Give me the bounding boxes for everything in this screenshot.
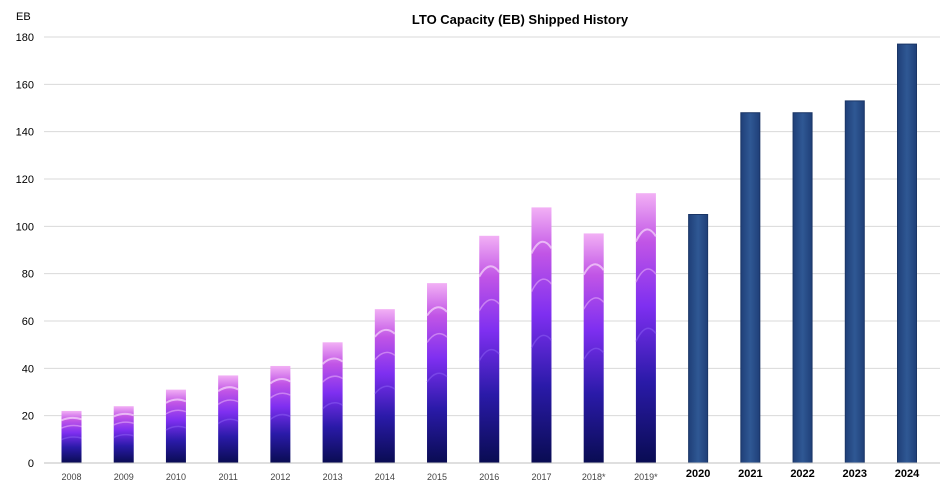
bar-highlight	[530, 334, 553, 349]
x-axis-ticks: 2008 2009 2010 2011 2012 2013 2014 2015 2016 2017…	[61, 468, 920, 482]
y-tick-label: 140	[16, 127, 34, 139]
bar-fill	[688, 214, 709, 464]
x-tick-label: 2021	[738, 468, 762, 480]
bar-fill	[897, 43, 917, 464]
bar-highlight	[321, 357, 344, 365]
bar-highlight	[113, 433, 134, 439]
x-tick-label: 2024	[895, 468, 920, 480]
x-tick-label: 2020	[686, 468, 710, 480]
y-tick-label: 180	[16, 32, 34, 44]
y-tick-label: 120	[16, 174, 34, 186]
x-tick-label: 2009	[114, 472, 134, 482]
bar	[217, 375, 239, 463]
bar-highlight	[269, 378, 291, 385]
bar-highlight	[217, 399, 239, 405]
y-axis-ticks: 0 20 40 60 80 100 120 140 160 180	[16, 32, 34, 470]
bar-highlight	[582, 263, 605, 276]
bar-fill	[792, 112, 813, 464]
bar	[792, 112, 813, 464]
y-tick-label: 160	[16, 79, 34, 91]
y-tick-label: 0	[28, 458, 34, 470]
x-tick-label: 2017	[531, 472, 551, 482]
chart-title: LTO Capacity (EB) Shipped History	[412, 12, 629, 27]
bar	[269, 365, 291, 463]
bar-highlight	[374, 328, 396, 338]
bar-highlight	[61, 436, 82, 441]
bar-highlight	[113, 421, 134, 426]
bar	[374, 309, 396, 463]
bar-highlight	[426, 306, 448, 317]
y-tick-label: 100	[16, 221, 34, 233]
bar-highlight	[322, 375, 343, 383]
bar-highlight	[426, 332, 448, 343]
bar-highlight	[374, 351, 396, 361]
bar-highlight	[322, 401, 343, 410]
y-tick-label: 40	[22, 363, 34, 375]
bar-highlight	[426, 372, 448, 383]
bar-highlight	[635, 327, 657, 342]
bar	[426, 283, 448, 463]
bar	[897, 43, 917, 464]
bar-highlight	[530, 240, 553, 254]
bar	[844, 100, 865, 464]
x-tick-label: 2022	[790, 468, 814, 480]
y-tick-label: 20	[22, 411, 34, 423]
x-tick-label: 2010	[166, 472, 186, 482]
bar-highlight	[269, 413, 291, 420]
bar-highlight	[478, 265, 501, 278]
bar-highlight	[165, 398, 187, 404]
bar-highlight	[478, 298, 500, 312]
bar-fill	[844, 100, 865, 464]
bar-highlight	[165, 409, 187, 415]
bars	[61, 43, 917, 464]
bar	[688, 214, 709, 464]
bar-highlight	[217, 418, 239, 425]
grid-layer	[44, 36, 940, 417]
x-tick-label: 2018*	[582, 472, 606, 482]
bar-highlight	[61, 424, 82, 429]
y-unit-label: EB	[16, 11, 31, 23]
bar-highlight	[634, 228, 657, 243]
bar-highlight	[583, 297, 605, 310]
bar-highlight	[374, 385, 396, 395]
x-tick-label: 2014	[375, 472, 395, 482]
x-tick-label: 2023	[843, 468, 867, 480]
bar-highlight	[113, 412, 135, 418]
bar	[582, 233, 605, 463]
bar-highlight	[217, 386, 239, 393]
x-tick-label: 2015	[427, 472, 447, 482]
bar	[113, 406, 135, 463]
bar	[478, 235, 501, 463]
bar	[634, 193, 657, 463]
bar-highlight	[61, 416, 82, 422]
x-tick-label: 2016	[479, 472, 499, 482]
x-tick-label: 2008	[61, 472, 81, 482]
x-tick-label: 2019*	[634, 472, 658, 482]
bar	[530, 207, 553, 463]
bar	[61, 410, 82, 463]
y-tick-label: 60	[22, 316, 34, 328]
bar-highlight	[269, 392, 291, 399]
y-tick-label: 80	[22, 269, 34, 281]
x-tick-label: 2013	[323, 472, 343, 482]
bar-highlight	[635, 268, 657, 283]
bar-highlight	[478, 348, 500, 362]
bar-fill	[740, 112, 761, 464]
bar	[740, 112, 761, 464]
bar-highlight	[583, 347, 605, 361]
bar	[165, 389, 187, 463]
x-tick-label: 2012	[270, 472, 290, 482]
x-tick-label: 2011	[218, 472, 237, 482]
bar-highlight	[165, 425, 187, 431]
bar	[321, 342, 344, 463]
bar-highlight	[530, 278, 553, 293]
